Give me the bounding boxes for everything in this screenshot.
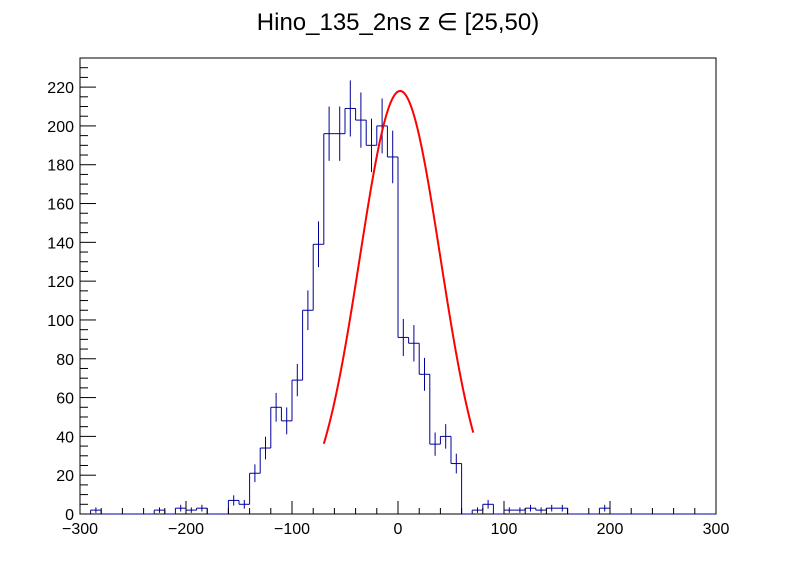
x-tick-label: −100	[274, 521, 310, 538]
histogram-bin	[196, 504, 208, 512]
histogram-layer	[80, 80, 716, 515]
histogram-bin	[471, 507, 483, 514]
histogram-bin	[302, 290, 314, 381]
histogram-bin	[238, 499, 250, 509]
y-tick-label: 20	[56, 468, 74, 485]
histogram-bin	[524, 504, 536, 512]
histogram-bin	[535, 507, 547, 513]
histogram-bin	[418, 343, 430, 391]
histogram-bin	[609, 508, 621, 515]
histogram-bin	[100, 510, 112, 515]
fit-curve	[322, 89, 475, 445]
x-tick-label: −200	[168, 521, 204, 538]
x-tick-label: 0	[394, 521, 403, 538]
histogram-bin	[439, 424, 451, 449]
histogram-bin	[280, 407, 292, 435]
histogram-bin	[249, 464, 261, 505]
y-tick-label: 0	[65, 507, 74, 524]
y-tick-label: 80	[56, 352, 74, 369]
y-tick-label: 100	[47, 313, 74, 330]
histogram-bin	[291, 363, 303, 421]
y-tick-label: 160	[47, 197, 74, 214]
y-tick-label: 140	[47, 235, 74, 252]
histogram-bin	[461, 463, 473, 515]
histogram-bin	[227, 495, 239, 514]
histogram-bin	[397, 156, 409, 356]
histogram-bin	[259, 436, 271, 474]
histogram-bin	[185, 507, 197, 513]
x-tick-label: 300	[703, 521, 730, 538]
histogram-bin	[482, 499, 494, 511]
histogram-bin	[557, 504, 568, 512]
histogram-bin	[344, 80, 356, 137]
histogram-bin	[270, 392, 282, 449]
histogram-bin	[598, 504, 610, 514]
histogram-bin	[503, 507, 515, 514]
y-tick-label: 220	[47, 80, 74, 97]
y-tick-label: 200	[47, 119, 74, 136]
histogram-bin	[386, 125, 398, 184]
fit-layer	[322, 89, 475, 445]
histogram-bin	[206, 508, 218, 515]
x-tick-label: 100	[491, 521, 518, 538]
histogram-bin	[492, 504, 504, 515]
histogram-bin	[174, 504, 186, 514]
histogram-bin	[545, 504, 557, 512]
histogram-bin	[334, 106, 345, 161]
y-tick-label: 120	[47, 274, 74, 291]
histogram-bin	[312, 221, 324, 311]
histogram-bin	[90, 507, 102, 514]
y-tick-label: 40	[56, 429, 74, 446]
histogram-bin	[164, 510, 176, 515]
histogram-bin	[376, 98, 388, 154]
histogram-bin	[355, 92, 367, 148]
histogram-bin	[567, 508, 579, 515]
x-tick-label: −300	[62, 521, 98, 538]
histogram-bin	[408, 325, 420, 362]
histogram-bin	[450, 436, 462, 474]
histogram-bin	[365, 118, 377, 173]
histogram-bin	[514, 507, 526, 513]
axes-layer: −300 −200 −100 0 100 200 300 0 20 40 60 80 100 120 140…	[47, 57, 730, 538]
histogram-bin	[153, 507, 165, 514]
y-tick-label: 180	[47, 158, 74, 175]
histogram-bin	[323, 106, 335, 245]
y-tick-label: 60	[56, 391, 74, 408]
histogram-bin	[429, 374, 441, 456]
x-tick-label: 200	[597, 521, 624, 538]
chart-title: Hino_135_2ns z ∈ [25,50)	[257, 9, 539, 36]
